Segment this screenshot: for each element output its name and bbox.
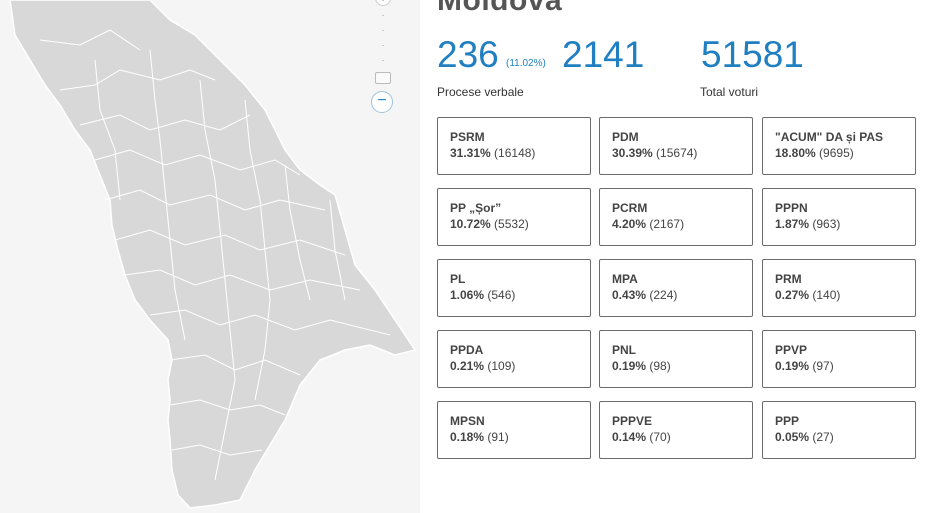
party-votes: (91) xyxy=(487,430,509,444)
zoom-out-button[interactable]: − xyxy=(371,91,393,113)
party-name: PCRM xyxy=(612,201,648,215)
party-votes: (5532) xyxy=(494,217,529,231)
party-name: PRM xyxy=(775,272,802,286)
party-name: PPDA xyxy=(450,343,484,357)
party-result: 0.21% (109) xyxy=(450,358,590,374)
party-percent: 0.05% xyxy=(775,430,810,444)
party-percent: 0.43% xyxy=(612,288,647,302)
party-percent: 0.27% xyxy=(775,288,810,302)
party-card[interactable]: MPA 0.43% (224) xyxy=(599,259,753,317)
party-card[interactable]: PPPN 1.87% (963) xyxy=(762,188,916,246)
party-votes: (9695) xyxy=(819,146,854,160)
processed-percent: (11.02%) xyxy=(506,58,546,69)
party-votes: (70) xyxy=(649,430,671,444)
party-name: PPPVE xyxy=(612,414,653,428)
party-percent: 0.18% xyxy=(450,430,485,444)
party-percent: 4.20% xyxy=(612,217,647,231)
party-name: "ACUM" DA și PAS xyxy=(775,130,884,144)
party-percent: 31.31% xyxy=(450,146,491,160)
party-result: 1.87% (963) xyxy=(775,216,915,232)
party-result: 18.80% (9695) xyxy=(775,145,915,161)
party-name: PPVP xyxy=(775,343,808,357)
party-percent: 0.14% xyxy=(612,430,647,444)
party-result: 0.43% (224) xyxy=(612,287,752,303)
party-card[interactable]: PPP 0.05% (27) xyxy=(762,401,916,459)
party-percent: 0.21% xyxy=(450,359,485,373)
party-votes: (98) xyxy=(649,359,671,373)
party-card[interactable]: PPVP 0.19% (97) xyxy=(762,330,916,388)
moldova-map[interactable] xyxy=(0,0,420,513)
party-card[interactable]: MPSN 0.18% (91) xyxy=(437,401,591,459)
party-percent: 0.19% xyxy=(775,359,810,373)
party-result: 0.19% (97) xyxy=(775,358,915,374)
processed-count: 236 xyxy=(437,34,499,75)
party-result: 0.18% (91) xyxy=(450,429,590,445)
party-name: PDM xyxy=(612,130,639,144)
party-result: 0.14% (70) xyxy=(612,429,752,445)
party-result: 30.39% (15674) xyxy=(612,145,752,161)
party-votes: (224) xyxy=(649,288,678,302)
party-votes: (15674) xyxy=(656,146,698,160)
party-percent: 10.72% xyxy=(450,217,491,231)
party-card[interactable]: "ACUM" DA și PAS 18.80% (9695) xyxy=(762,117,916,175)
party-card[interactable]: PPDA 0.21% (109) xyxy=(437,330,591,388)
party-name: PL xyxy=(450,272,466,286)
zoom-slider-track[interactable] xyxy=(382,0,384,90)
party-votes: (963) xyxy=(812,217,841,231)
party-card[interactable]: PRM 0.27% (140) xyxy=(762,259,916,317)
party-result: 0.19% (98) xyxy=(612,358,752,374)
party-name: PP „Șor” xyxy=(450,201,502,215)
total-votes-count: 51581 xyxy=(701,34,804,75)
map-region-borders xyxy=(39,29,391,481)
party-votes: (2167) xyxy=(649,217,685,231)
party-percent: 30.39% xyxy=(612,146,653,160)
party-result: 0.27% (140) xyxy=(775,287,915,303)
party-result: 31.31% (16148) xyxy=(450,145,590,161)
party-votes: (546) xyxy=(487,288,516,302)
party-votes: (109) xyxy=(487,359,516,373)
party-percent: 1.87% xyxy=(775,217,810,231)
zoom-slider-handle[interactable] xyxy=(375,72,391,84)
party-card[interactable]: PSRM 31.31% (16148) xyxy=(437,117,591,175)
party-votes: (27) xyxy=(812,430,834,444)
party-card[interactable]: PL 1.06% (546) xyxy=(437,259,591,317)
party-card[interactable]: PNL 0.19% (98) xyxy=(599,330,753,388)
votes-label: Total voturi xyxy=(700,85,759,99)
party-percent: 18.80% xyxy=(775,146,816,160)
party-result: 4.20% (2167) xyxy=(612,216,752,232)
party-name: PNL xyxy=(612,343,636,357)
party-card[interactable]: PP „Șor” 10.72% (5532) xyxy=(437,188,591,246)
party-result: 1.06% (546) xyxy=(450,287,590,303)
zoom-control[interactable]: − xyxy=(370,0,396,120)
party-votes: (140) xyxy=(812,288,841,302)
party-name: PPP xyxy=(775,414,800,428)
party-percent: 1.06% xyxy=(450,288,485,302)
pv-label: Procese verbale xyxy=(437,85,524,99)
page-title: Moldova xyxy=(437,0,563,17)
party-result: 10.72% (5532) xyxy=(450,216,590,232)
party-votes: (16148) xyxy=(494,146,536,160)
party-card[interactable]: PCRM 4.20% (2167) xyxy=(599,188,753,246)
party-percent: 0.19% xyxy=(612,359,647,373)
map-country-shape[interactable] xyxy=(9,0,417,509)
party-card[interactable]: PDM 30.39% (15674) xyxy=(599,117,753,175)
party-card[interactable]: PPPVE 0.14% (70) xyxy=(599,401,753,459)
party-name: MPA xyxy=(612,272,638,286)
total-pv-count: 2141 xyxy=(562,34,645,75)
party-name: PPPN xyxy=(775,201,808,215)
party-name: MPSN xyxy=(450,414,485,428)
party-result: 0.05% (27) xyxy=(775,429,915,445)
party-name: PSRM xyxy=(450,130,485,144)
party-votes: (97) xyxy=(812,359,834,373)
map-panel[interactable]: − xyxy=(0,0,420,513)
